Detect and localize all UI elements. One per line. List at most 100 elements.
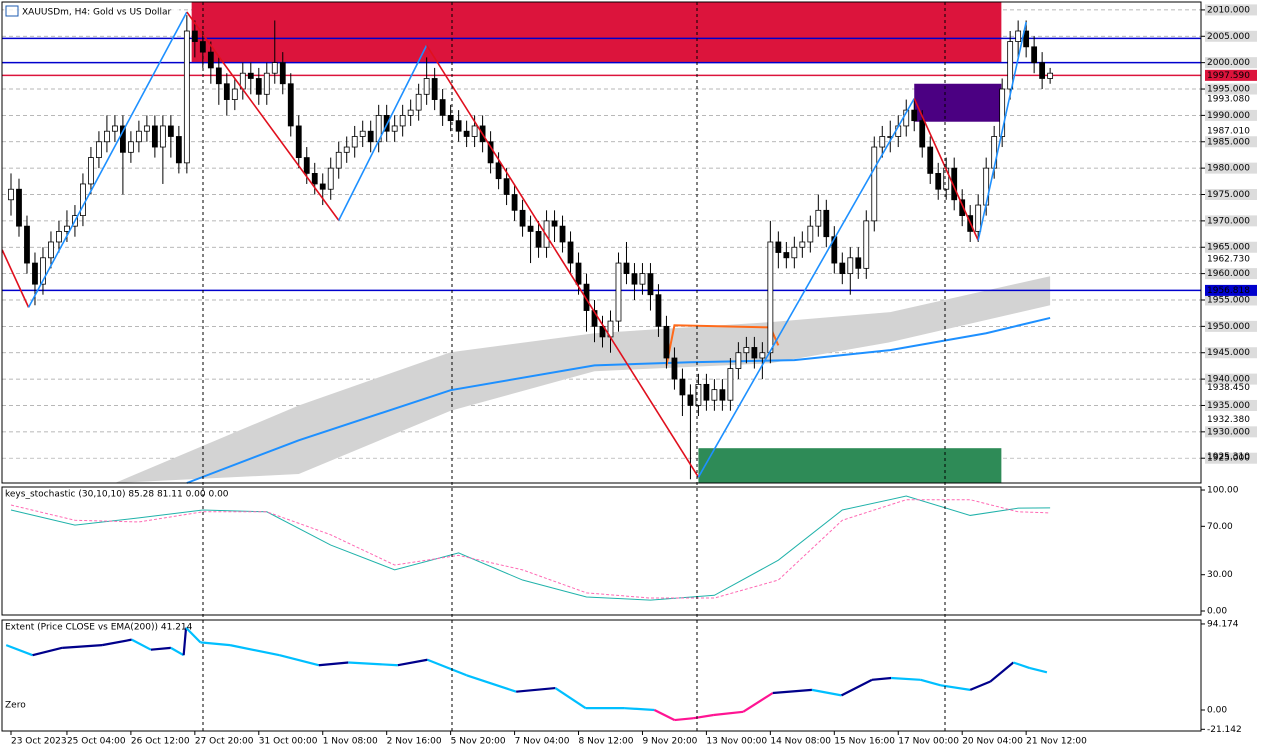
x-tick-label: 5 Nov 20:00 [451,737,506,747]
candle-body [615,262,622,322]
candle-body [503,178,510,195]
main-panel-frame [1,1,1202,484]
indicator-segment [32,646,63,657]
candle-body [863,220,870,269]
y-tick-label-box [1205,109,1257,121]
indicator-segment [397,658,428,667]
y-tick-label-box [1205,373,1257,385]
y-tick-label: 1965.000 [1207,243,1250,253]
zigzag-leg [697,98,915,478]
x-tick-label: 8 Nov 12:00 [579,737,634,747]
level-label-box [1205,69,1257,81]
symbol-icon [5,5,19,17]
candle-body [719,389,726,401]
stochastic-title: keys_stochastic (30,10,10) 85.28 81.11 0… [5,490,229,500]
y-tick-label-box [1205,399,1257,411]
y-tick-label-box [1205,189,1257,201]
candle-body [175,136,182,164]
y-tick-label-box [1205,452,1257,464]
candle-body [391,125,398,132]
candle-body [271,62,278,74]
zone-rect [698,448,1002,483]
candle-body [16,188,22,227]
y-tick-label: 1995.000 [1207,85,1250,95]
zone-rect [191,2,1002,63]
zigzag-leg [913,98,979,241]
indicator-segment [920,678,941,687]
candle-body [1031,46,1038,64]
candle-body [759,352,766,359]
candle-body [663,325,670,359]
candle-body [743,347,750,354]
level-label: 1987.010 [1207,127,1250,137]
y-tick-label: -21.142 [1207,725,1242,735]
candle-body [40,257,46,285]
indicator-segment [466,674,517,693]
overlay-line [186,316,1051,484]
y-tick-label-box [1205,241,1257,253]
y-tick-label: 0.00 [1207,607,1227,617]
candle-body [455,120,462,132]
candle-body [48,241,54,259]
level-label: 1997.590 [1207,71,1250,81]
candle-body [951,167,958,201]
candle-body [583,283,590,311]
indicator-segment [624,707,655,712]
candle-body [671,357,678,380]
indicator-segment [229,644,280,657]
candle-body [431,78,438,100]
y-tick-label: 1985.000 [1207,137,1250,147]
indicator-segment [516,686,556,693]
title-background [4,4,179,18]
y-tick-label: 1945.000 [1207,348,1250,358]
candle-body [215,67,222,85]
candle-body [88,157,94,185]
indicator-segment [62,644,103,649]
candle-body [831,236,838,264]
overlay-line [665,324,780,366]
candle-body [959,199,966,217]
y-tick-label-box [1205,347,1257,359]
indicator-segment [989,661,1015,683]
candle-body [263,72,270,95]
candle-body [127,141,134,153]
candle-body [879,136,886,148]
indicator-segment [772,688,813,695]
x-tick-label: 17 Nov 00:00 [898,737,959,747]
y-tick-label-box [1205,4,1257,16]
candle-body [104,130,110,143]
candle-body [847,257,854,275]
zigzag-leg [1,249,30,308]
candle-body [559,225,566,243]
indicator-segment [1012,661,1030,670]
level-label: 1993.080 [1207,95,1250,105]
level-label: 1932.380 [1207,415,1250,425]
x-tick-label: 26 Oct 12:00 [131,737,190,747]
candle-body [919,120,926,148]
indicator-segment [182,627,188,656]
y-tick-label: 1980.000 [1207,164,1250,174]
envelope-band [114,276,1051,483]
x-tick-label: 13 Nov 00:00 [706,737,767,747]
candle-body [24,225,30,264]
candle-body [855,257,862,269]
candle-body [1007,41,1014,90]
candle-body [791,246,798,259]
data-layer [1,11,1054,722]
candle-body [527,225,534,232]
candle-body [695,383,702,406]
indicator-segment [554,687,587,710]
candle-body [639,273,646,285]
y-tick-label: 30.00 [1207,570,1233,580]
candle-body [343,146,350,153]
x-tick-label: 2 Nov 16:00 [387,737,442,747]
zone-rect [914,83,1002,122]
y-tick-label: 2005.000 [1207,32,1250,42]
candle-body [159,125,166,148]
candle-body [655,294,662,327]
y-tick-label: 2000.000 [1207,58,1250,68]
zigzag-leg [186,11,224,63]
y-tick-label: 1925.000 [1207,454,1250,464]
y-tick-label-box [1205,320,1257,332]
y-tick-label-box [1205,30,1257,42]
